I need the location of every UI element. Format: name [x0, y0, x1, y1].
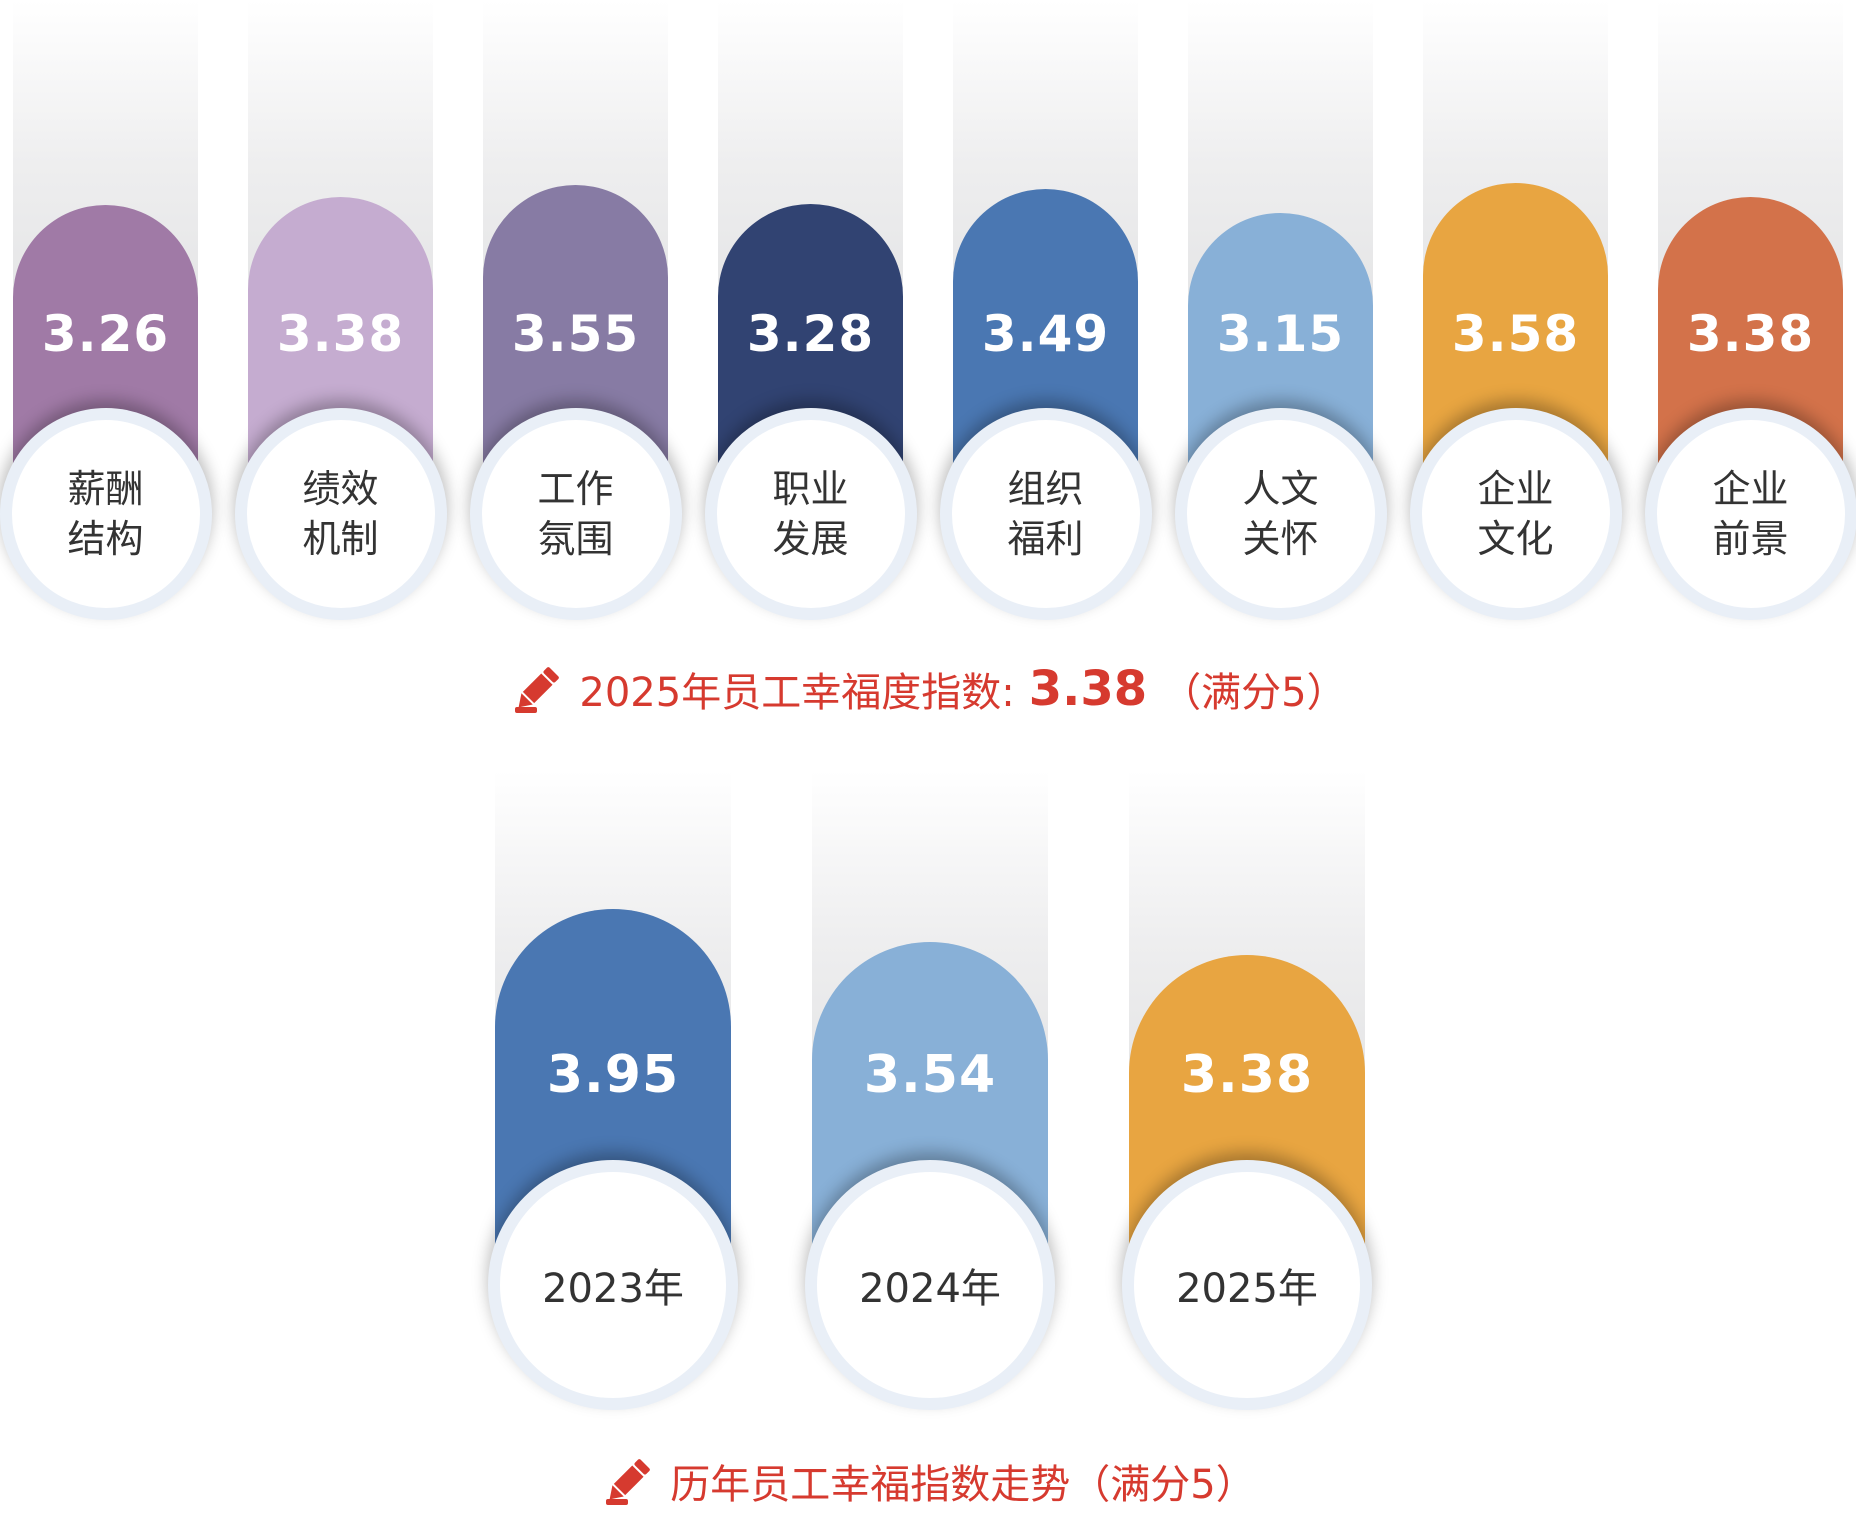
current-index-caption: 2025年员工幸福度指数: 3.38（满分5）	[0, 660, 1856, 727]
caption-current-value: 3.38	[1029, 661, 1147, 717]
bar-value-label: 3.26	[13, 305, 198, 363]
bar-value-label: 3.55	[483, 305, 668, 363]
category-label: 职业发展	[761, 464, 861, 564]
caption-current-text: 2025年员工幸福度指数:	[579, 660, 1014, 718]
bar-value-label: 3.38	[248, 305, 433, 363]
pencil-icon	[509, 661, 565, 717]
category-label: 企业文化	[1466, 464, 1566, 564]
category-circle: 2025年	[1122, 1160, 1372, 1410]
category-circle: 职业发展	[705, 408, 917, 620]
category-circle: 组织福利	[940, 408, 1152, 620]
category-circle: 薪酬结构	[0, 408, 212, 620]
category-circle: 企业前景	[1645, 408, 1856, 620]
category-label: 薪酬结构	[56, 464, 156, 564]
bar-value-label: 3.58	[1423, 305, 1608, 363]
category-label: 2025年	[1176, 1256, 1318, 1314]
bar-value-label: 3.54	[812, 1045, 1048, 1105]
bar-value-label: 3.49	[953, 305, 1138, 363]
category-label: 组织福利	[996, 464, 1096, 564]
caption-trend-text: 历年员工幸福指数走势（满分5）	[670, 1452, 1255, 1510]
category-label: 2023年	[542, 1256, 684, 1314]
caption-current-suffix: （满分5）	[1161, 660, 1346, 718]
category-circle: 工作氛围	[470, 408, 682, 620]
bar-value-label: 3.28	[718, 305, 903, 363]
pencil-icon	[600, 1453, 656, 1509]
category-circle: 绩效机制	[235, 408, 447, 620]
trend-caption: 历年员工幸福指数走势（满分5）	[0, 1452, 1856, 1519]
bar-value-label: 3.15	[1188, 305, 1373, 363]
category-label: 人文关怀	[1231, 464, 1331, 564]
category-circle: 企业文化	[1410, 408, 1622, 620]
category-circle: 2024年	[805, 1160, 1055, 1410]
category-circle: 人文关怀	[1175, 408, 1387, 620]
bar-value-label: 3.38	[1658, 305, 1843, 363]
bar-value-label: 3.95	[495, 1045, 731, 1105]
category-label: 工作氛围	[526, 464, 626, 564]
category-label: 绩效机制	[291, 464, 391, 564]
bar-value-label: 3.38	[1129, 1045, 1365, 1105]
category-label: 企业前景	[1701, 464, 1801, 564]
category-circle: 2023年	[488, 1160, 738, 1410]
category-label: 2024年	[859, 1256, 1001, 1314]
